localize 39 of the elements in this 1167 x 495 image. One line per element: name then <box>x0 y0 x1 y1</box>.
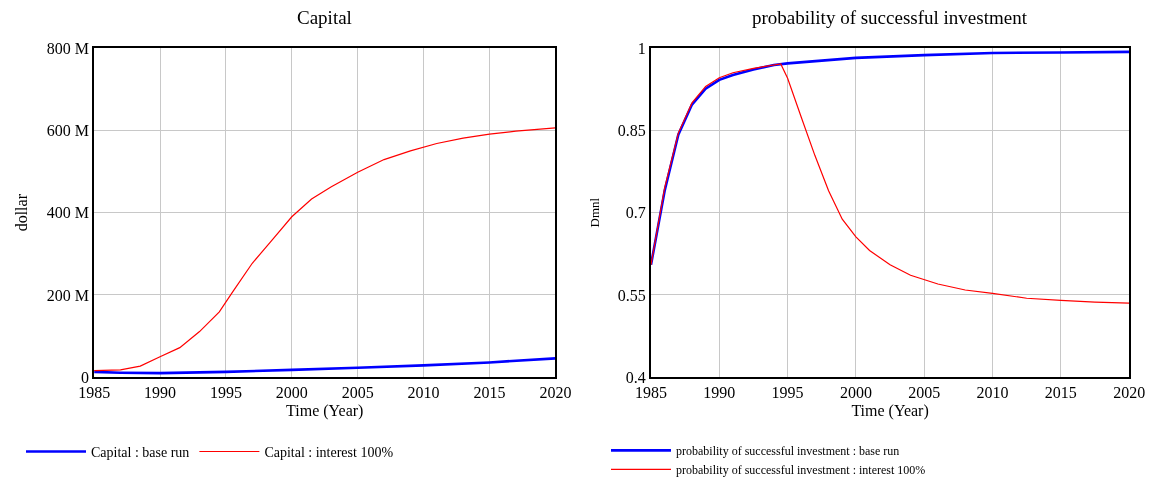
x-tick-label: 2010 <box>976 384 1009 402</box>
x-axis-title: Time (Year) <box>851 401 929 420</box>
y-axis-title: Dmnl <box>587 197 603 228</box>
y-axis-title: dollar <box>13 193 31 232</box>
x-tick-label: 2005 <box>341 384 374 402</box>
x-tick-label: 2020 <box>1113 384 1146 402</box>
x-tick-label: 2000 <box>839 384 872 402</box>
x-tick-label: 2000 <box>275 384 308 402</box>
chart-title: probability of successful investment <box>752 7 1028 28</box>
x-tick-label: 1985 <box>635 384 667 402</box>
y-tick-label: 0.7 <box>625 204 646 222</box>
legend-label: probability of successful investment : interest 100% <box>676 463 926 478</box>
legend-label: Capital : base run <box>91 444 190 460</box>
line-series <box>94 357 556 375</box>
x-tick-label: 2015 <box>473 384 506 402</box>
y-tick-label: 200 M <box>46 286 89 304</box>
y-tick-label: 0.85 <box>617 121 646 139</box>
y-tick-label: 800 M <box>46 39 89 57</box>
line-series <box>94 127 556 372</box>
y-tick-label: 0.55 <box>617 286 646 304</box>
x-tick-label: 1990 <box>144 384 177 402</box>
x-tick-label: 1995 <box>209 384 242 402</box>
x-axis-title: Time (Year) <box>286 401 364 420</box>
x-tick-label: 2020 <box>539 384 572 402</box>
legend-label: probability of successful investment : base run <box>676 444 900 459</box>
y-tick-label: 400 M <box>46 204 89 222</box>
x-tick-label: 2015 <box>1044 384 1077 402</box>
y-tick-label: 0.4 <box>625 368 646 386</box>
x-tick-label: 2010 <box>407 384 440 402</box>
y-tick-label: 600 M <box>46 121 89 139</box>
line-series <box>651 63 1130 304</box>
y-tick-label: 1 <box>637 39 646 57</box>
x-tick-label: 1985 <box>78 384 111 402</box>
x-tick-label: 1990 <box>703 384 736 402</box>
x-tick-label: 1995 <box>771 384 804 402</box>
y-tick-label: 0 <box>80 368 89 386</box>
chart-title: Capital <box>297 7 352 28</box>
legend-label: Capital : interest 100% <box>264 444 394 460</box>
x-tick-label: 2005 <box>908 384 941 402</box>
